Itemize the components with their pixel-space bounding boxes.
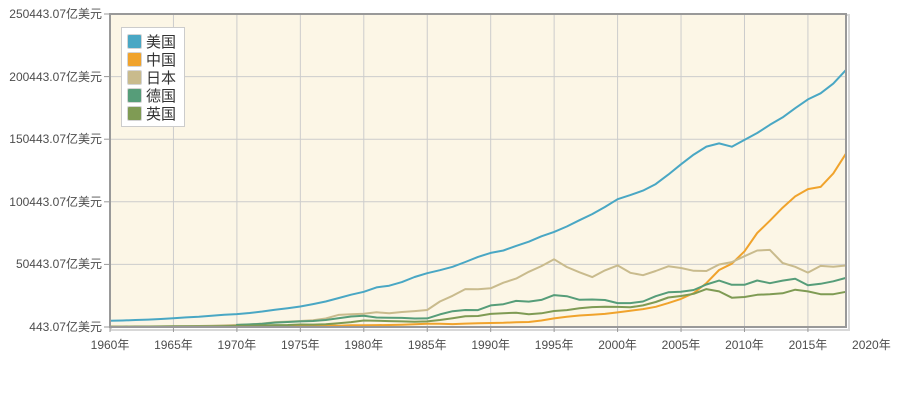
series-line-germany[interactable]	[235, 276, 847, 326]
y-axis-label: 250443.07亿美元	[9, 7, 102, 21]
legend-item-china[interactable]: 中国	[127, 50, 177, 69]
x-axis-label: 1970年	[217, 338, 257, 352]
x-axis-label: 1990年	[471, 338, 511, 352]
legend-swatch-germany	[127, 87, 142, 103]
legend-label-germany: 德国	[146, 87, 177, 105]
x-axis-label: 1995年	[534, 338, 574, 352]
y-axis-label: 150443.07亿美元	[9, 132, 102, 147]
legend-item-usa[interactable]: 美国	[127, 32, 177, 51]
series-line-usa[interactable]	[109, 68, 847, 322]
legend-label-china: 中国	[146, 51, 177, 69]
x-axis-label: 2000年	[598, 338, 637, 352]
legend-swatch-uk	[127, 105, 142, 121]
y-axis-label: 443.07亿美元	[29, 320, 102, 334]
x-axis-label: 1960年	[90, 338, 130, 352]
legend-item-germany[interactable]: 德国	[127, 86, 177, 105]
legend-item-japan[interactable]: 日本	[127, 68, 177, 87]
x-axis-label: 2010年	[725, 338, 764, 352]
legend-swatch-china	[127, 51, 142, 67]
x-axis-label: 1975年	[280, 338, 320, 352]
legend-label-usa: 美国	[146, 33, 177, 51]
y-axis-label: 100443.07亿美元	[9, 194, 102, 209]
x-axis-label: 1965年	[154, 338, 193, 352]
plot-background	[110, 14, 846, 327]
legend-item-uk[interactable]: 英国	[127, 104, 177, 123]
x-axis-label: 2020年	[852, 338, 891, 352]
x-axis-label: 2015年	[788, 338, 828, 352]
legend-label-uk: 英国	[146, 105, 177, 123]
legend: 美国 中国 日本 德国 英国	[121, 27, 186, 127]
x-axis-label: 1985年	[407, 338, 447, 352]
series-line-uk[interactable]	[109, 288, 847, 328]
y-axis-label: 50443.07亿美元	[15, 257, 102, 272]
legend-swatch-usa	[127, 33, 142, 49]
y-axis-label: 200443.07亿美元	[9, 69, 102, 84]
legend-swatch-japan	[127, 69, 142, 85]
legend-label-japan: 日本	[146, 69, 177, 87]
x-axis-label: 2005年	[661, 338, 701, 352]
plot-border	[109, 13, 847, 328]
x-axis-label: 1980年	[344, 338, 384, 352]
